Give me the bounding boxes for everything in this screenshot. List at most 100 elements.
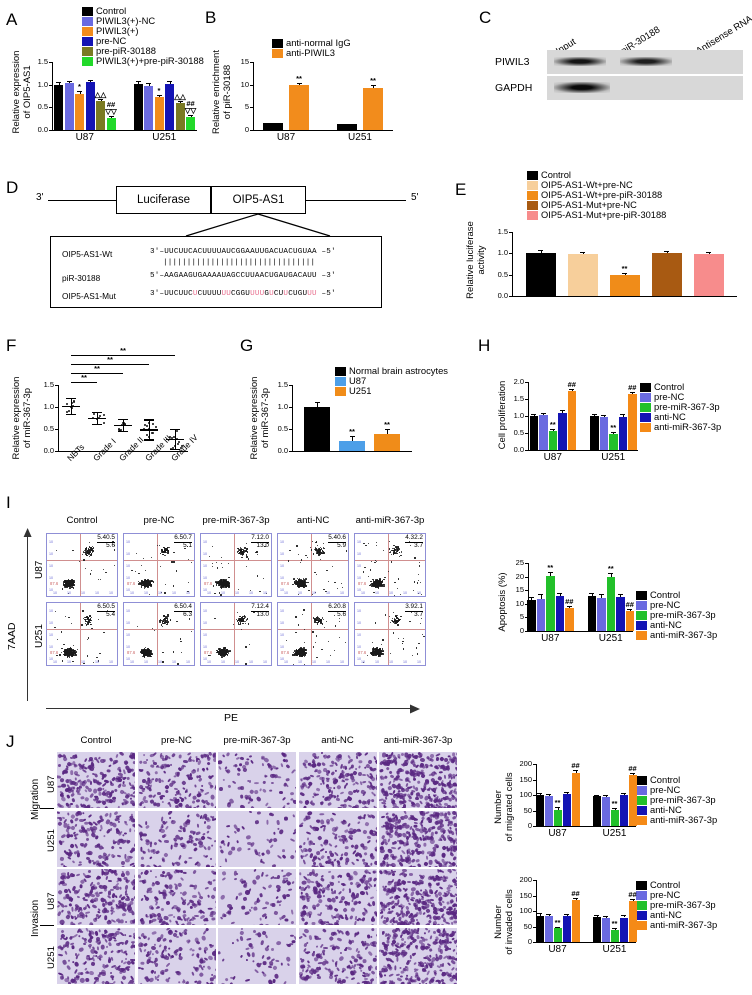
flow-event-dot (392, 549, 394, 552)
flow-event-dot (173, 561, 175, 563)
flow-event-dot (227, 563, 229, 565)
legend-label: anti-miR-367-3p (650, 629, 718, 640)
flow-event-dot (298, 585, 301, 587)
flow-quadrant-ll: 87.6 (358, 581, 367, 586)
error-cap (384, 429, 390, 431)
stained-cell (288, 854, 295, 861)
flow-axis-tick: 10 (49, 588, 53, 592)
flow-event-dot (371, 585, 374, 587)
stained-cell (266, 819, 269, 825)
flow-quadrant-ul-ur: 5.40.6 (328, 534, 346, 543)
gate-line-vertical (80, 603, 82, 665)
flow-axis-tick: 10 (130, 591, 134, 595)
stained-cell (85, 774, 89, 778)
flow-event-dot (393, 544, 395, 546)
stained-cell (161, 801, 164, 804)
flow-event-dot (131, 570, 133, 572)
y-tick (250, 84, 253, 86)
flow-event-dot (257, 553, 259, 555)
stained-cell (196, 768, 200, 773)
gate-line-horizontal (201, 559, 271, 561)
stained-cell (117, 820, 121, 824)
flow-event-dot (105, 572, 107, 574)
flow-event-dot (375, 585, 378, 587)
stained-cell (193, 784, 197, 788)
y-tick-label: 5 (244, 102, 249, 112)
flow-event-dot (220, 587, 223, 589)
flow-event-dot (239, 552, 241, 554)
flow-event-dot (397, 638, 400, 640)
seq-base: U (250, 272, 255, 280)
gate-line-vertical (234, 603, 236, 665)
flow-event-dot (220, 562, 222, 565)
flow-event-dot (318, 548, 320, 551)
flow-event-dot (87, 549, 90, 551)
flow-event-dot (384, 576, 386, 578)
stained-cell (123, 790, 128, 795)
stained-cell (336, 863, 342, 867)
stained-cell (70, 791, 76, 798)
stained-cell (414, 786, 419, 791)
flow-event-dot (389, 550, 391, 552)
flow-event-dot (372, 583, 374, 585)
data-point (175, 430, 178, 433)
error-cap (610, 431, 616, 433)
panel-h-chart: 0.0 0.5 1.0 1.5 2.0 ** ## U87 ** ## U251 (514, 377, 638, 463)
stained-cell (334, 769, 338, 772)
data-point (95, 418, 98, 421)
panel-d-label: D (6, 178, 19, 197)
flow-axis-tick: 10 (280, 645, 284, 649)
flow-event-dot (65, 579, 68, 582)
legend-swatch (82, 6, 93, 16)
gate-line-horizontal (355, 628, 425, 630)
flow-event-dot (322, 552, 324, 555)
flow-event-dot (90, 554, 92, 556)
construct-right-end: 5' (411, 192, 419, 203)
seq-base: C (288, 290, 293, 298)
stained-cell (66, 812, 70, 816)
flow-axis-tick: 10 (126, 552, 130, 556)
flow-event-dot (242, 622, 244, 625)
flow-axis-tick: 10 (203, 576, 207, 580)
flow-quadrant-lr: 5.1 (183, 541, 192, 549)
flow-event-dot (159, 552, 162, 554)
legend-swatch (82, 36, 93, 46)
stained-cell (245, 834, 252, 840)
flow-event-dot (60, 631, 62, 633)
stained-cell (246, 757, 249, 760)
stained-cell (347, 822, 352, 827)
error-bar (299, 82, 300, 86)
flow-event-dot (241, 554, 244, 557)
flow-event-dot (340, 583, 343, 585)
error-bar (100, 98, 102, 102)
flow-event-dot (167, 621, 170, 623)
flow-axis-tick: 10 (357, 621, 361, 625)
stained-cell (184, 796, 188, 801)
flow-event-dot (159, 621, 162, 623)
stained-cell (234, 753, 238, 757)
error-cap (601, 414, 607, 416)
error-bar (582, 251, 584, 254)
transwell-image (218, 752, 296, 808)
bar (587, 596, 596, 631)
seq-base: C (273, 248, 279, 256)
stained-cell (438, 770, 443, 774)
error-bar (169, 81, 171, 84)
flow-event-dot (362, 571, 364, 573)
flow-event-dot (73, 644, 75, 647)
flow-event-dot (222, 585, 224, 587)
stained-cell (341, 803, 348, 808)
flow-event-dot (164, 551, 167, 553)
construct-left-end: 3' (36, 192, 44, 203)
flow-event-dot (166, 549, 168, 551)
y-axis (512, 232, 513, 296)
legend-swatch (640, 402, 651, 412)
y-tick (525, 399, 528, 400)
panel-e-legend: Control OIP5-AS1-Wt+pre-NC OIP5-AS1-Wt+pre… (527, 170, 666, 220)
flow-event-dot (222, 580, 225, 583)
flow-event-dot (63, 584, 66, 587)
flow-event-dot (145, 582, 148, 584)
flow-event-dot (222, 578, 225, 581)
flow-event-dot (394, 594, 396, 596)
flow-event-dot (66, 585, 68, 588)
